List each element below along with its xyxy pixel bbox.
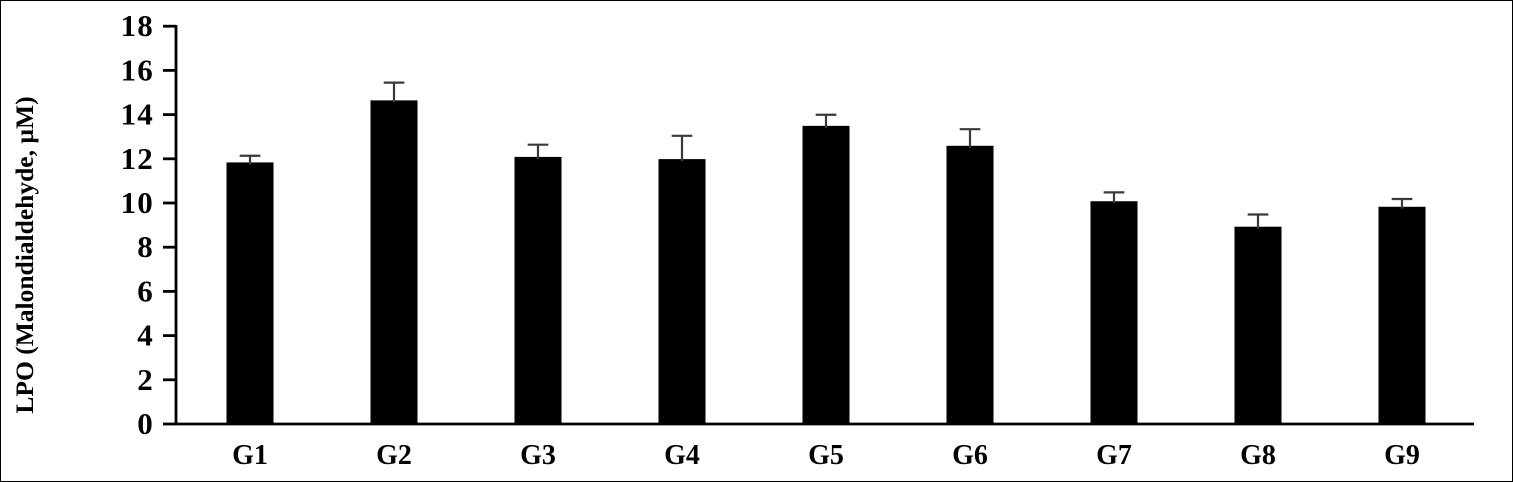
svg-text:18: 18: [121, 8, 154, 43]
svg-text:G4: G4: [664, 440, 700, 471]
svg-text:6: 6: [137, 273, 154, 308]
svg-text:G1: G1: [232, 440, 268, 471]
svg-text:G3: G3: [520, 440, 556, 471]
svg-text:0: 0: [137, 406, 154, 441]
svg-text:12: 12: [121, 141, 154, 176]
svg-text:G7: G7: [1096, 440, 1132, 471]
svg-text:8: 8: [137, 229, 154, 264]
svg-text:LPO (Malondialdehyde, µM): LPO (Malondialdehyde, µM): [10, 96, 39, 413]
svg-text:G5: G5: [808, 440, 844, 471]
svg-text:4: 4: [137, 318, 154, 353]
svg-text:10: 10: [121, 185, 154, 220]
svg-text:G6: G6: [952, 440, 988, 471]
svg-text:2: 2: [137, 362, 154, 397]
svg-text:G2: G2: [376, 440, 412, 471]
svg-text:14: 14: [121, 97, 154, 132]
svg-text:16: 16: [121, 52, 154, 87]
svg-text:G9: G9: [1384, 440, 1420, 471]
svg-text:G8: G8: [1240, 440, 1276, 471]
